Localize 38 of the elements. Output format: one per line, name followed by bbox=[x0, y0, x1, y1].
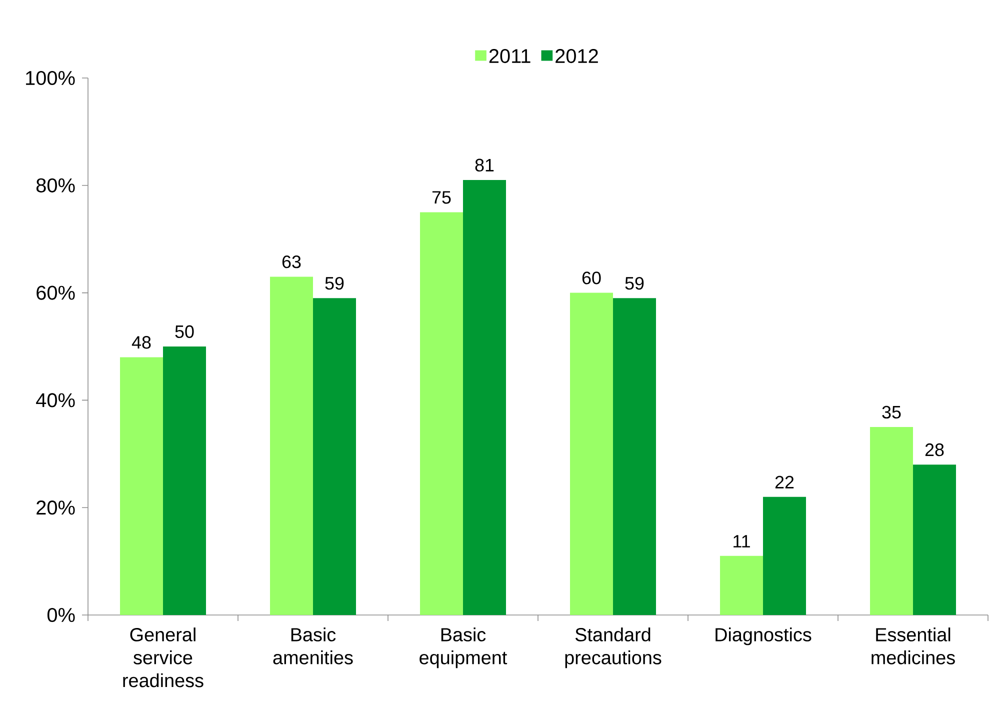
y-tick-label: 100% bbox=[26, 70, 75, 86]
data-label: 63 bbox=[282, 255, 301, 268]
data-label: 28 bbox=[925, 443, 944, 456]
data-label: 81 bbox=[475, 158, 494, 172]
data-label: 59 bbox=[625, 276, 644, 290]
bar bbox=[570, 292, 614, 615]
bar bbox=[463, 180, 506, 615]
legend-label: 2011 bbox=[489, 49, 530, 64]
data-label: 59 bbox=[325, 276, 344, 290]
bar bbox=[163, 346, 206, 615]
bar bbox=[763, 496, 806, 615]
legend-label: 2012 bbox=[556, 49, 598, 64]
x-tick-label: Diagnostics bbox=[716, 628, 812, 646]
x-tick-label: General service readiness bbox=[123, 628, 204, 688]
y-tick-label: 80% bbox=[36, 178, 75, 192]
data-label: 60 bbox=[582, 272, 601, 284]
data-label: 11 bbox=[734, 535, 750, 548]
bar bbox=[420, 212, 463, 615]
x-tick-label: Basic amenities bbox=[273, 628, 353, 664]
x-tick-label: Standard precautions bbox=[565, 628, 662, 668]
data-label: 22 bbox=[775, 476, 794, 488]
bar bbox=[270, 276, 313, 615]
bar bbox=[313, 298, 356, 615]
data-label: 48 bbox=[132, 336, 151, 349]
bar bbox=[870, 427, 914, 615]
bar bbox=[120, 357, 163, 615]
bar bbox=[720, 556, 764, 615]
data-label: 50 bbox=[175, 325, 194, 338]
x-tick-label: Basic equipment bbox=[420, 628, 508, 668]
x-tick-label: Essential medicines bbox=[872, 628, 955, 664]
bar bbox=[913, 464, 956, 615]
y-tick-label: 60% bbox=[36, 286, 75, 300]
y-tick-label: 20% bbox=[36, 500, 75, 515]
data-label: 75 bbox=[432, 191, 451, 204]
y-tick-label: 40% bbox=[36, 393, 75, 408]
bar bbox=[613, 298, 656, 615]
y-tick-label: 0% bbox=[47, 608, 75, 622]
data-label: 35 bbox=[882, 406, 901, 419]
